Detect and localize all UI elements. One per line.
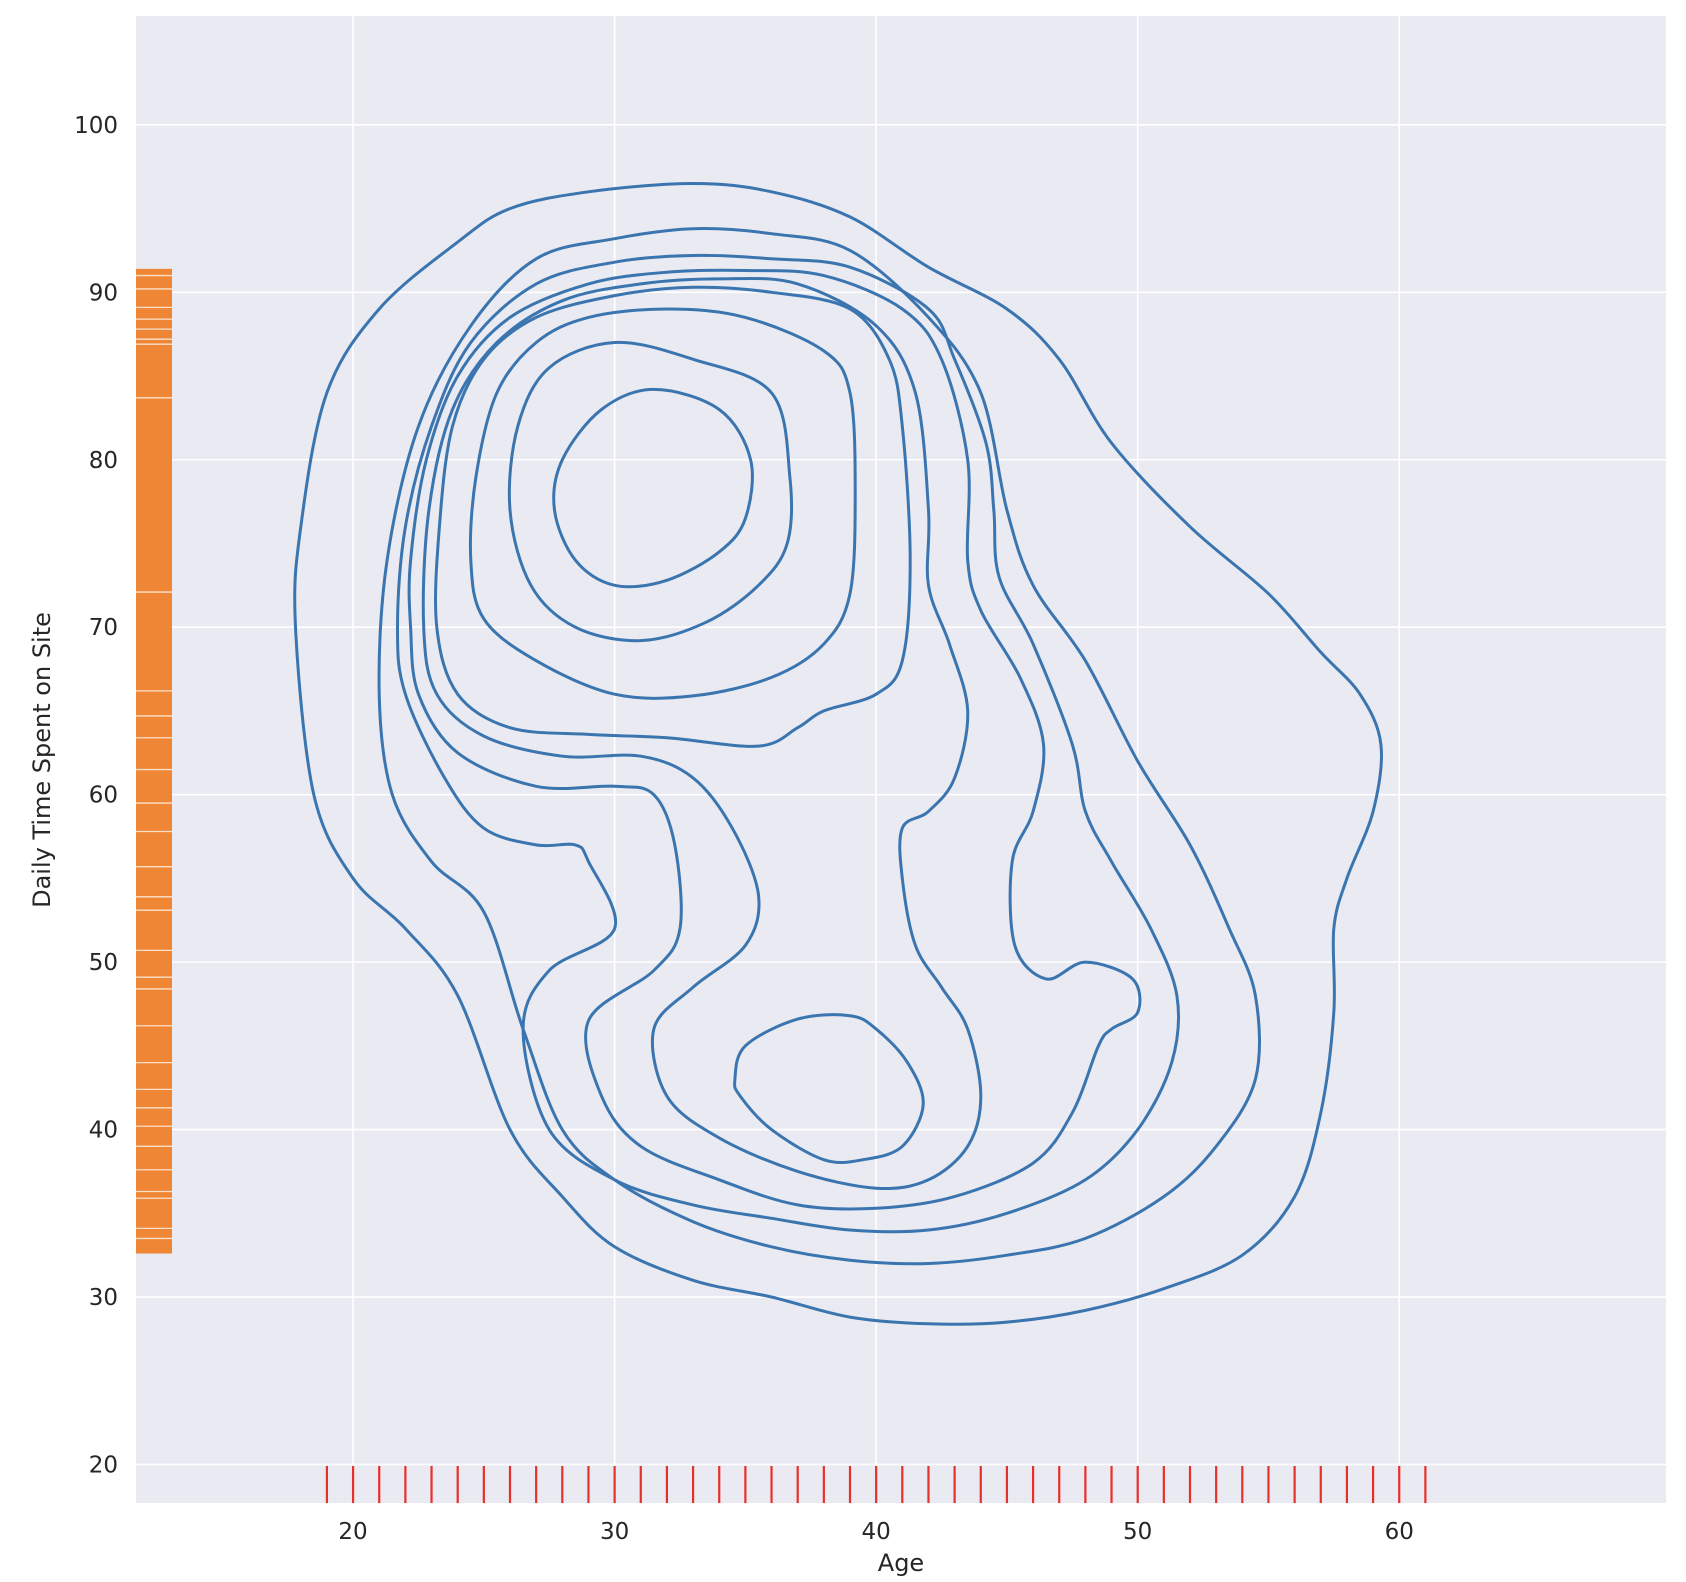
y-tick-label: 60 <box>89 783 118 809</box>
plot-background <box>136 16 1666 1503</box>
contour-line-5 <box>421 276 983 1191</box>
y-tick-label: 80 <box>89 448 118 474</box>
y-tick-label: 50 <box>89 950 118 976</box>
contour-line-1 <box>293 182 1383 1326</box>
contour-line-10 <box>733 1013 925 1165</box>
grid <box>136 16 1666 1503</box>
x-tick-label: 20 <box>338 1519 367 1545</box>
y-axis-label: Daily Time Spent on Site <box>28 612 56 908</box>
x-tick-label: 40 <box>862 1519 891 1545</box>
contour-lines <box>293 182 1383 1326</box>
y-tick-label: 30 <box>89 1285 118 1311</box>
tick-labels: 20 30 40 50 60 20 30 40 50 60 70 80 90 100 <box>74 113 1414 1545</box>
contour-line-2 <box>377 227 1261 1266</box>
x-rug <box>325 1466 1427 1503</box>
contour-line-8 <box>507 340 794 643</box>
y-rug <box>136 268 172 1254</box>
contour-line-9 <box>552 387 754 589</box>
contour-line-3 <box>396 253 1181 1234</box>
contour-line-6 <box>434 285 912 748</box>
y-tick-label: 90 <box>89 280 118 306</box>
x-tick-label: 30 <box>600 1519 629 1545</box>
y-tick-label: 20 <box>89 1452 118 1478</box>
contour-line-4 <box>407 268 1142 1211</box>
x-tick-label: 50 <box>1123 1519 1152 1545</box>
contour-line-7 <box>468 307 857 700</box>
y-tick-label: 100 <box>74 113 118 139</box>
x-axis-label: Age <box>878 1549 924 1577</box>
x-tick-label: 60 <box>1385 1519 1414 1545</box>
y-tick-label: 70 <box>89 615 118 641</box>
y-rug-band <box>136 268 172 1254</box>
y-tick-label: 40 <box>89 1118 118 1144</box>
